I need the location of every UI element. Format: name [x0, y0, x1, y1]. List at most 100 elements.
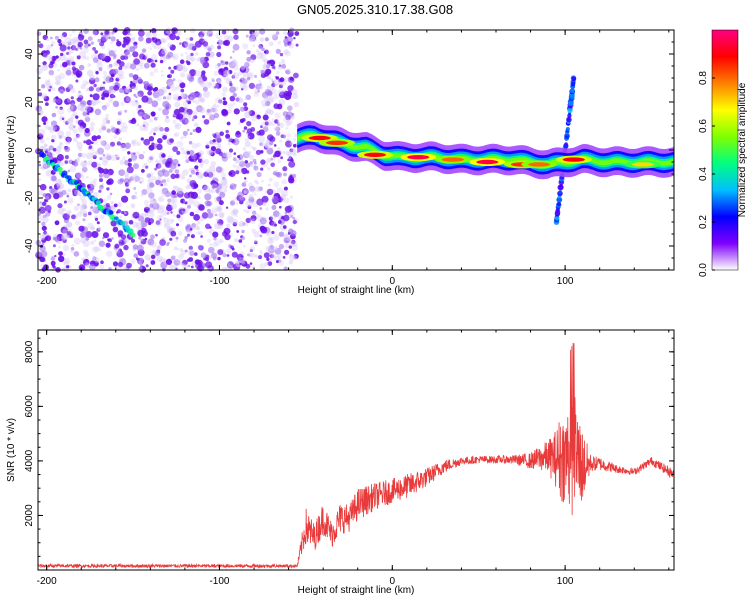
noise-speckle	[271, 83, 276, 88]
noise-speckle	[99, 41, 105, 47]
noise-speckle	[137, 257, 145, 265]
noise-speckle	[162, 135, 168, 140]
noise-speckle	[156, 90, 162, 96]
noise-speckle	[221, 29, 227, 35]
noise-speckle	[160, 183, 164, 187]
noise-speckle	[189, 92, 197, 100]
noise-speckle	[143, 199, 149, 205]
noise-speckle	[60, 226, 68, 234]
noise-speckle	[217, 219, 224, 226]
noise-speckle	[273, 144, 277, 147]
noise-speckle	[73, 205, 80, 211]
noise-speckle	[131, 157, 137, 163]
noise-speckle	[266, 85, 271, 89]
noise-speckle	[275, 31, 280, 35]
noise-speckle	[209, 243, 213, 247]
spectrogram-heatmap	[35, 27, 674, 273]
noise-speckle	[228, 148, 234, 153]
noise-speckle	[149, 182, 155, 188]
noise-speckle	[201, 159, 205, 164]
noise-speckle	[187, 264, 191, 268]
noise-speckle	[259, 28, 266, 35]
noise-speckle	[155, 159, 160, 164]
noise-speckle	[208, 255, 213, 260]
noise-speckle	[121, 126, 128, 133]
noise-speckle	[120, 234, 127, 240]
noise-speckle	[152, 202, 160, 210]
noise-speckle	[73, 125, 76, 128]
noise-speckle	[85, 152, 93, 160]
noise-speckle	[149, 203, 154, 208]
noise-speckle	[142, 124, 146, 127]
noise-speckle	[47, 54, 53, 61]
noise-speckle	[217, 80, 222, 84]
noise-speckle	[223, 69, 230, 77]
noise-speckle	[61, 31, 68, 38]
noise-speckle	[218, 99, 223, 104]
noise-speckle	[250, 39, 254, 43]
noise-speckle	[252, 147, 256, 151]
noise-speckle	[44, 193, 52, 200]
noise-speckle	[191, 223, 197, 228]
noise-speckle	[258, 43, 261, 47]
noise-speckle	[268, 216, 273, 221]
noise-speckle	[245, 209, 250, 214]
noise-speckle	[202, 86, 208, 92]
noise-speckle	[76, 55, 81, 60]
noise-speckle	[94, 217, 99, 221]
noise-speckle	[151, 41, 157, 48]
noise-speckle	[205, 144, 210, 149]
noise-speckle	[181, 262, 185, 266]
noise-speckle	[57, 107, 65, 115]
noise-speckle	[39, 201, 42, 204]
noise-speckle	[70, 105, 77, 113]
noise-speckle	[173, 185, 177, 189]
noise-speckle	[81, 166, 88, 173]
noise-speckle	[275, 48, 281, 55]
noise-speckle	[288, 260, 293, 265]
spectrogram-y-ticks: -40 -20 0 20 40	[24, 29, 674, 271]
noise-speckle	[87, 36, 93, 41]
noise-speckle	[38, 43, 44, 49]
noise-speckle	[132, 117, 136, 122]
noise-speckle	[44, 125, 50, 130]
noise-speckle	[278, 231, 285, 237]
noise-speckle	[131, 86, 135, 89]
noise-speckle	[38, 190, 43, 196]
noise-speckle	[173, 108, 181, 116]
noise-speckle	[61, 189, 67, 195]
noise-speckle	[101, 93, 105, 98]
noise-speckle	[84, 127, 90, 134]
noise-speckle	[127, 151, 131, 155]
noise-speckle	[220, 173, 227, 179]
noise-speckle	[189, 230, 193, 234]
noise-speckle	[216, 51, 222, 58]
noise-speckle	[198, 31, 205, 38]
noise-speckle	[275, 169, 278, 173]
noise-speckle	[67, 210, 71, 214]
noise-speckle	[43, 64, 47, 68]
noise-speckle	[161, 153, 166, 158]
noise-speckle	[102, 70, 107, 75]
noise-speckle	[141, 189, 148, 195]
noise-speckle	[232, 218, 239, 225]
noise-speckle	[66, 140, 71, 145]
noise-speckle	[129, 82, 136, 89]
noise-speckle	[42, 52, 49, 58]
x-tick-label: -200	[37, 276, 57, 287]
noise-speckle	[76, 141, 83, 149]
noise-speckle	[151, 28, 157, 34]
noise-speckle	[282, 256, 286, 259]
noise-speckle	[277, 89, 284, 96]
noise-speckle	[276, 122, 281, 127]
noise-speckle	[124, 109, 128, 113]
noise-speckle	[98, 173, 103, 178]
noise-speckle	[65, 265, 70, 269]
noise-speckle	[132, 244, 139, 250]
noise-speckle	[153, 68, 159, 73]
noise-speckle	[82, 80, 88, 86]
noise-speckle	[69, 56, 74, 61]
noise-speckle	[104, 143, 111, 151]
noise-speckle	[202, 76, 208, 82]
noise-speckle	[241, 260, 246, 265]
